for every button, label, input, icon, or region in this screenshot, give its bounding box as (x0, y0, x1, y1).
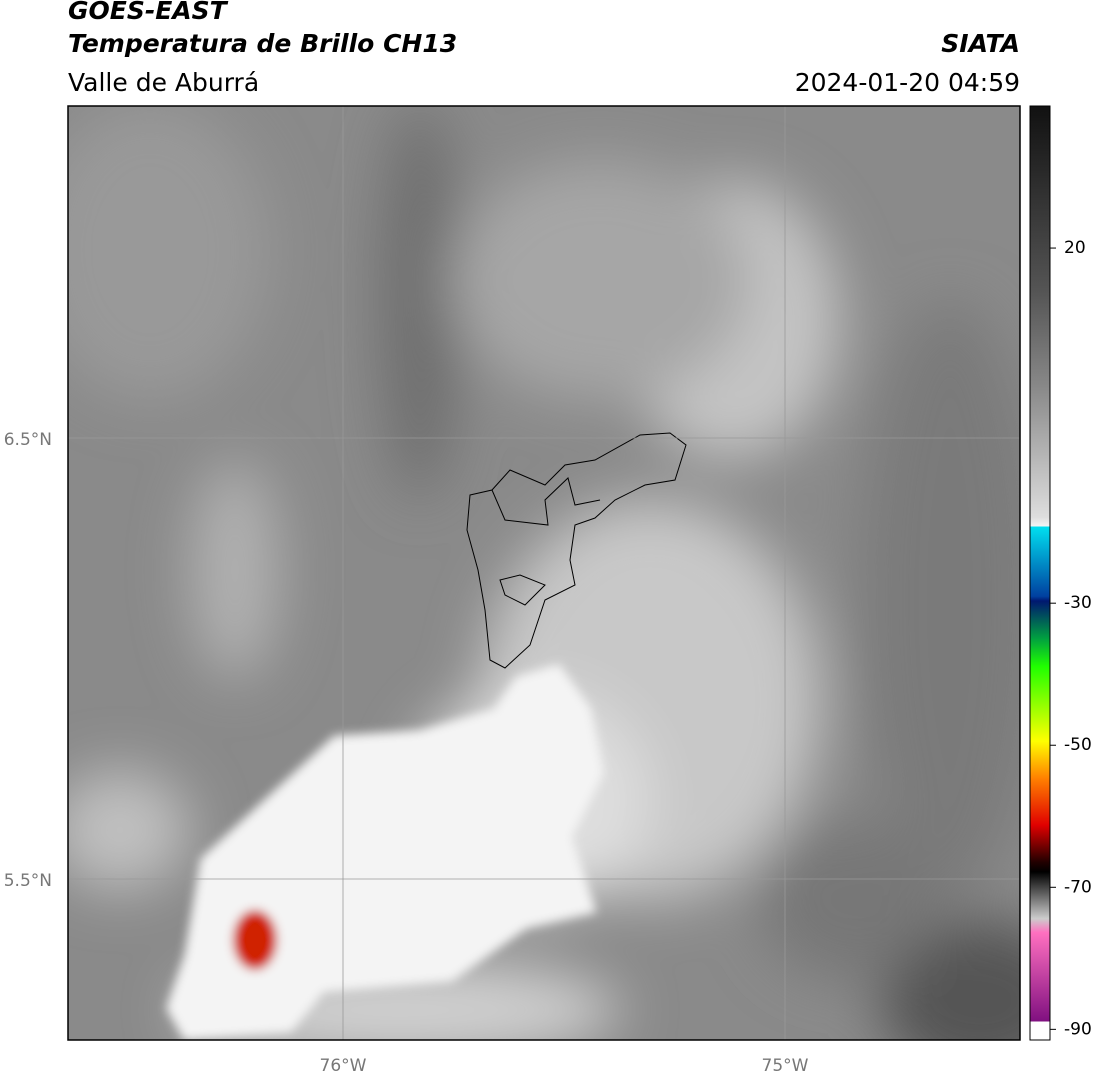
lon-label: 76°W (320, 1056, 367, 1076)
satellite-image (68, 106, 1020, 1040)
colorbar-tick-label: -90 (1064, 1019, 1092, 1039)
region: Valle de Aburrá (68, 68, 259, 97)
datetime: 2024-01-20 04:59 (795, 68, 1020, 97)
subtitle: Temperatura de Brillo CH13 (68, 29, 457, 58)
colorbar (1029, 105, 1051, 1041)
colorbar-tick-label: 20 (1064, 238, 1086, 258)
colorbar-tick-label: -50 (1064, 735, 1092, 755)
municipal-boundaries (466, 432, 687, 669)
colorbar-tick-label: -70 (1064, 877, 1092, 897)
title: GOES-EAST (68, 0, 229, 25)
lat-label: 6.5°N (4, 430, 52, 450)
colorbar-tick-label: -30 (1064, 593, 1092, 613)
lat-label: 5.5°N (4, 871, 52, 891)
lon-label: 75°W (762, 1056, 809, 1076)
map-frame (67, 105, 1021, 1041)
agency: SIATA (941, 29, 1020, 58)
